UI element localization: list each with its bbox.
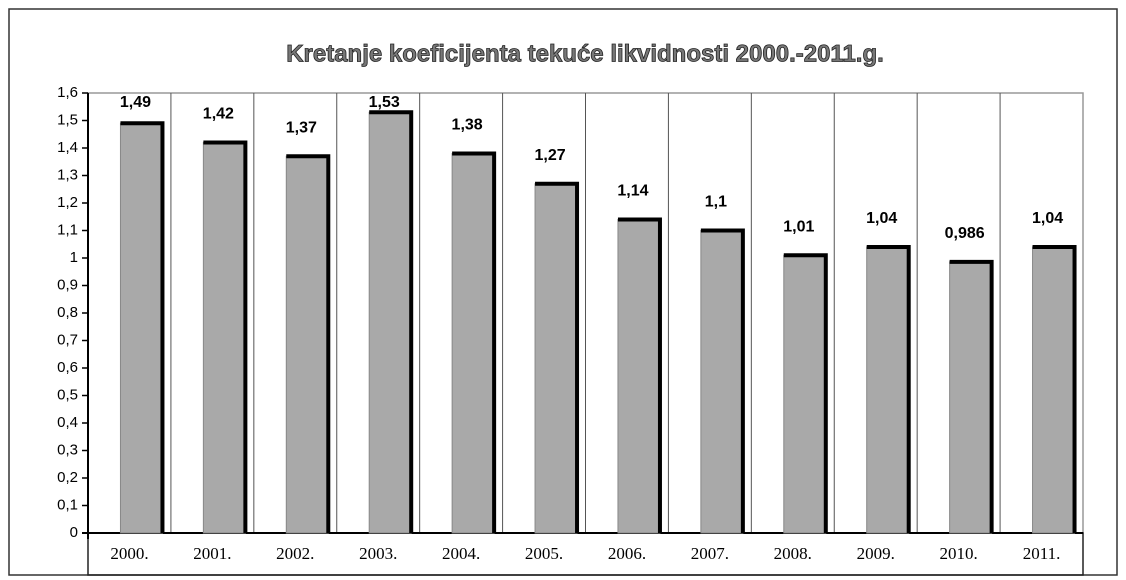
bar-edge — [369, 110, 414, 533]
value-label: 1,01 — [783, 218, 814, 235]
x-tick-label: 2008. — [774, 544, 812, 563]
bar-edge — [535, 181, 580, 533]
y-tick-label: 0,3 — [57, 441, 78, 458]
value-label: 1,49 — [120, 94, 151, 111]
y-tick-label: 0,1 — [57, 496, 78, 513]
bar — [451, 153, 495, 534]
x-tick-label: 2001. — [193, 544, 231, 563]
value-label: 1,27 — [534, 147, 565, 164]
bar — [949, 261, 993, 534]
x-tick-label: 2005. — [525, 544, 563, 563]
y-tick-label: 1,2 — [57, 194, 78, 211]
y-tick-label: 0 — [70, 524, 78, 541]
x-tick-label: 2004. — [442, 544, 480, 563]
y-tick-label: 0,9 — [57, 276, 78, 293]
x-tick-label: 2002. — [276, 544, 314, 563]
bar — [1032, 246, 1076, 534]
y-tick-label: 1,3 — [57, 166, 78, 183]
bar — [617, 219, 661, 534]
y-tick-label: 0,2 — [57, 469, 78, 486]
bar — [368, 111, 412, 534]
y-tick-label: 0,4 — [57, 414, 78, 431]
value-label: 0,986 — [945, 225, 985, 242]
y-tick-label: 0,5 — [57, 386, 78, 403]
bar — [783, 254, 827, 534]
value-label: 1,14 — [617, 183, 648, 200]
x-tick-label: 2011. — [1023, 544, 1061, 563]
x-tick-label: 2003. — [359, 544, 397, 563]
bar — [866, 246, 910, 534]
bar-edge — [452, 151, 497, 533]
bar-edge — [866, 245, 911, 533]
bar — [202, 142, 246, 534]
bar-edge — [203, 140, 248, 533]
y-tick-label: 1,5 — [57, 111, 78, 128]
bar-edge — [700, 228, 745, 533]
bar-edge — [1032, 245, 1077, 533]
y-tick-label: 0,6 — [57, 359, 78, 376]
x-tick-label: 2007. — [691, 544, 729, 563]
value-label: 1,37 — [286, 119, 317, 136]
bar — [700, 230, 744, 534]
y-tick-label: 1,4 — [57, 139, 78, 156]
x-tick-label: 2010. — [940, 544, 978, 563]
bar — [119, 122, 163, 534]
bar-edge — [120, 121, 165, 533]
y-tick-label: 1,1 — [57, 221, 78, 238]
y-tick-label: 1 — [70, 249, 78, 266]
value-label: 1,42 — [203, 106, 234, 123]
value-label: 1,53 — [369, 94, 400, 111]
chart-title: Kretanje koeficijenta tekuće likvidnosti… — [286, 40, 884, 67]
y-tick-label: 0,7 — [57, 331, 78, 348]
x-tick-label: 2006. — [608, 544, 646, 563]
bar — [534, 183, 578, 534]
x-tick-label: 2000. — [110, 544, 148, 563]
bar-edge — [783, 253, 828, 533]
category-row — [87, 532, 1084, 576]
bar-edge — [617, 217, 662, 533]
bar-edge — [286, 154, 331, 533]
bar — [285, 155, 329, 534]
value-label: 1,38 — [452, 117, 483, 134]
bar-edge — [949, 259, 994, 533]
x-tick-label: 2009. — [857, 544, 895, 563]
value-label: 1,04 — [1032, 210, 1063, 227]
y-tick-label: 0,8 — [57, 304, 78, 321]
y-tick-label: 1,6 — [57, 84, 78, 101]
value-label: 1,04 — [866, 210, 897, 227]
value-label: 1,1 — [705, 194, 727, 211]
